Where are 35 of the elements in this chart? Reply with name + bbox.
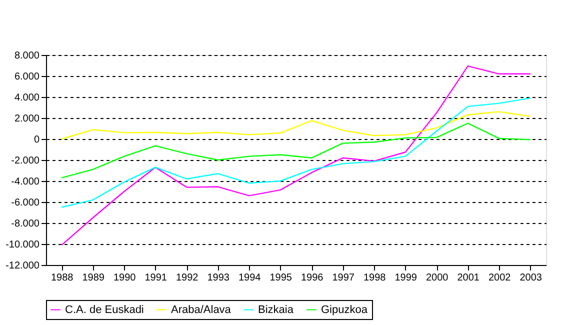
x-tick-label: 1995 bbox=[270, 272, 292, 284]
y-tick-label: 2.000 bbox=[14, 114, 40, 124]
legend-label: Gipuzkoa bbox=[321, 304, 368, 316]
x-tick-label: 1991 bbox=[144, 272, 168, 284]
y-tick-label: -2.000 bbox=[11, 156, 40, 166]
x-tick-label: 1989 bbox=[82, 272, 105, 284]
x-tick-label: 1990 bbox=[114, 272, 136, 284]
y-tick-label: -8.000 bbox=[11, 218, 40, 230]
x-tick-label: 1988 bbox=[51, 272, 74, 284]
x-tick-label: 2000 bbox=[426, 272, 449, 284]
y-tick-label: -10.000 bbox=[6, 240, 40, 250]
legend-label: Araba/Alava bbox=[171, 304, 232, 316]
x-tick-label: 1993 bbox=[207, 272, 230, 284]
y-tick-label: 0 bbox=[34, 134, 40, 146]
x-tick-label: 1996 bbox=[301, 272, 324, 284]
line-series bbox=[61, 97, 531, 208]
x-tick-label: 2001 bbox=[457, 272, 480, 284]
y-tick-label: -4.000 bbox=[11, 176, 40, 188]
x-tick-label: 1998 bbox=[364, 272, 386, 284]
y-tick-label: -12.000 bbox=[6, 260, 40, 272]
x-tick-label: 1992 bbox=[176, 272, 199, 284]
legend-label: C.A. de Euskadi bbox=[65, 304, 144, 316]
x-tick-label: 2002 bbox=[488, 272, 512, 284]
y-tick-label: 4.000 bbox=[14, 92, 40, 104]
line-series bbox=[61, 111, 531, 140]
x-tick-label: 1997 bbox=[332, 272, 355, 284]
legend-label: Bizkaia bbox=[258, 304, 294, 316]
line-series bbox=[61, 122, 531, 178]
y-tick-label: 6.000 bbox=[14, 72, 40, 82]
x-tick-label: 2003 bbox=[520, 272, 542, 284]
y-tick-label: 8.000 bbox=[14, 50, 40, 62]
x-tick-label: 1994 bbox=[238, 272, 262, 284]
y-tick-label: -6.000 bbox=[11, 198, 40, 208]
x-tick-label: 1999 bbox=[394, 272, 418, 284]
line-series bbox=[61, 65, 531, 246]
